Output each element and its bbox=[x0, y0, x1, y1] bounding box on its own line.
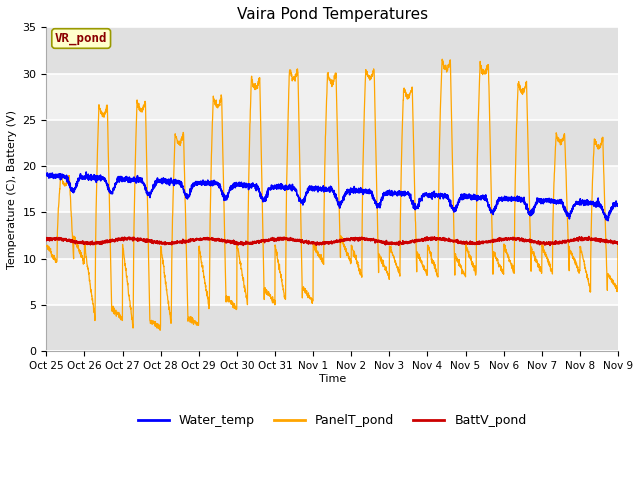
Bar bbox=[46, 259, 618, 305]
BattV_pond bbox=[541, 240, 549, 246]
Line: BattV_pond: BattV_pond bbox=[46, 237, 618, 245]
BattV_pond bbox=[585, 234, 593, 240]
BattV_pond bbox=[604, 239, 611, 244]
Text: VR_pond: VR_pond bbox=[55, 32, 108, 45]
PanelT_pond bbox=[42, 243, 50, 249]
PanelT_pond bbox=[141, 100, 149, 106]
Bar bbox=[46, 120, 618, 166]
BattV_pond bbox=[42, 238, 50, 243]
Title: Vaira Pond Temperatures: Vaira Pond Temperatures bbox=[237, 7, 428, 22]
Line: PanelT_pond: PanelT_pond bbox=[46, 59, 618, 330]
Water_temp bbox=[262, 198, 269, 204]
PanelT_pond bbox=[287, 68, 294, 73]
Water_temp bbox=[614, 202, 622, 207]
BattV_pond bbox=[141, 237, 149, 243]
PanelT_pond bbox=[262, 287, 269, 292]
Bar bbox=[46, 166, 618, 212]
PanelT_pond bbox=[604, 282, 611, 288]
X-axis label: Time: Time bbox=[319, 373, 346, 384]
Water_temp bbox=[42, 172, 50, 178]
BattV_pond bbox=[108, 239, 115, 244]
Y-axis label: Temperature (C), Battery (V): Temperature (C), Battery (V) bbox=[7, 109, 17, 269]
BattV_pond bbox=[614, 241, 622, 247]
Water_temp bbox=[603, 216, 611, 221]
Line: Water_temp: Water_temp bbox=[46, 172, 618, 221]
BattV_pond bbox=[287, 238, 294, 243]
PanelT_pond bbox=[438, 56, 446, 62]
Bar bbox=[46, 73, 618, 120]
BattV_pond bbox=[239, 242, 247, 248]
Bar bbox=[46, 212, 618, 259]
PanelT_pond bbox=[614, 240, 622, 246]
BattV_pond bbox=[262, 237, 269, 242]
Water_temp bbox=[604, 218, 612, 224]
PanelT_pond bbox=[157, 327, 164, 333]
Water_temp bbox=[83, 169, 90, 175]
Legend: Water_temp, PanelT_pond, BattV_pond: Water_temp, PanelT_pond, BattV_pond bbox=[132, 409, 532, 432]
PanelT_pond bbox=[541, 250, 549, 255]
Water_temp bbox=[108, 190, 116, 196]
Bar bbox=[46, 27, 618, 73]
Bar bbox=[46, 305, 618, 351]
Water_temp bbox=[142, 185, 150, 191]
Water_temp bbox=[287, 185, 294, 191]
Water_temp bbox=[541, 197, 549, 203]
PanelT_pond bbox=[108, 300, 115, 305]
